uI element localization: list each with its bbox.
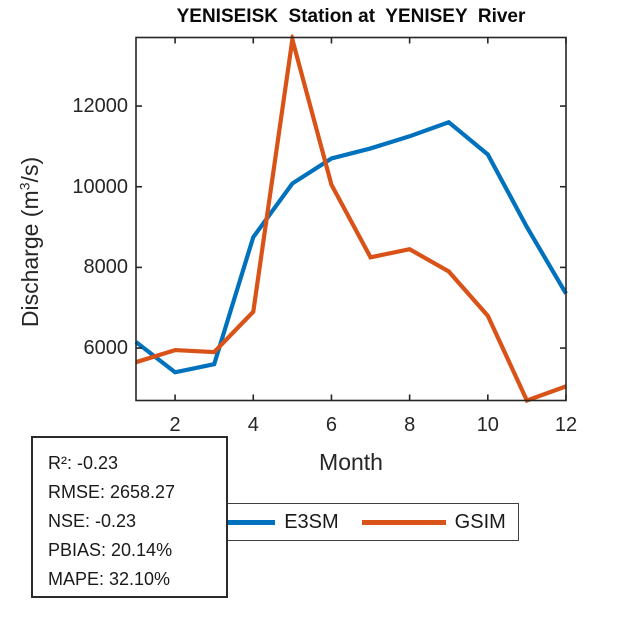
y-tick-label-6000: 6000 [83,337,129,360]
stat-nse: NSE: -0.23 [48,511,137,531]
legend-entry-e3sm: E3SM [191,510,339,534]
x-axis-label: Month [319,449,383,475]
y-tick-label-12000: 12000 [72,95,128,118]
gsim-line-swatch [361,519,446,525]
legend-label-gsim: GSIM [454,510,506,533]
stat-rmse: RMSE: 2658.27 [48,482,176,502]
stat-pbias: PBIAS: 20.14% [48,540,173,560]
legend: E3SM GSIM [178,503,519,541]
e3sm-line [134,119,568,375]
x-tick-label-8: 8 [404,414,416,436]
stat-r2: R²: -0.23 [48,453,119,473]
legend-label-e3sm: E3SM [284,510,339,533]
chart-title: YENISEISK Station at YENISEY River [176,6,526,27]
legend-entry-gsim: GSIM [361,510,506,534]
x-tick-label-10: 10 [476,414,499,436]
x-tick-label-2: 2 [169,414,181,436]
x-tick-label-6: 6 [325,414,338,436]
y-tick-label-10000: 10000 [72,175,128,198]
x-tick-label-12: 12 [554,414,578,436]
x-tick-label-4: 4 [247,414,259,436]
e3sm-line-swatch [191,519,276,525]
y-tick-label-8000: 8000 [83,256,129,279]
stats-box: R²: -0.23 RMSE: 2658.27 NSE: -0.23 PBIAS… [31,436,228,598]
stat-mape: MAPE: 32.10% [48,569,171,589]
axes-box [135,36,567,402]
gsim-line [135,34,567,404]
